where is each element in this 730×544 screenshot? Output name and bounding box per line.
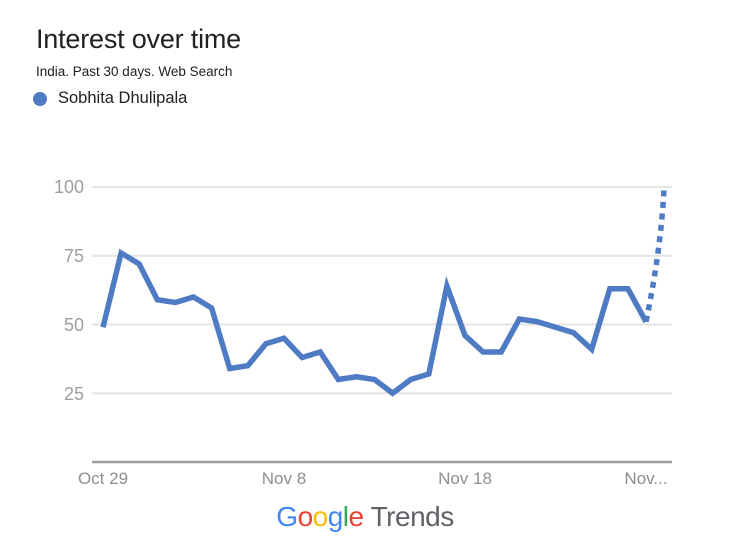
x-axis-tick-nov18: Nov 18: [438, 469, 492, 488]
y-axis-tick-100: 100: [53, 177, 84, 197]
trend-line-solid[interactable]: [100, 248, 649, 397]
trend-line-dashed-forecast[interactable]: [643, 186, 667, 323]
trends-logo-text: Trends: [370, 501, 455, 532]
chart-legend: Sobhita Dhulipala: [33, 89, 187, 108]
google-logo-text: Google: [276, 501, 364, 532]
chart-subtitle: India. Past 30 days. Web Search: [36, 64, 233, 79]
page-title: Interest over time: [36, 24, 241, 54]
y-axis-tick-25: 25: [63, 384, 84, 404]
x-axis-tick-nov28: Nov...: [624, 469, 668, 488]
legend-series-label: Sobhita Dhulipala: [58, 89, 188, 107]
y-axis-tick-75: 75: [63, 246, 84, 266]
y-axis-tick-50: 50: [63, 315, 84, 335]
x-axis-tick-nov8: Nov 8: [261, 469, 307, 488]
legend-marker-icon: [33, 91, 47, 106]
google-trends-logo[interactable]: Google Trends: [0, 501, 730, 533]
x-axis-tick-oct29: Oct 29: [77, 469, 129, 488]
